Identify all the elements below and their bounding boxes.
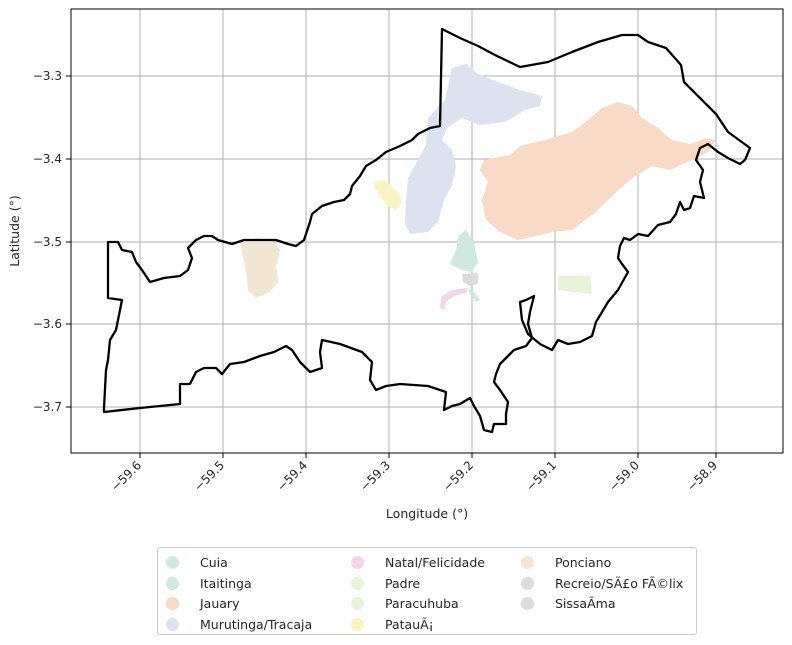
y-axis-label: Latitude (°) [7, 195, 22, 266]
area-murutinga-tracaja [405, 64, 542, 234]
x-tick-label: −59.4 [274, 458, 310, 494]
legend-swatch [521, 576, 534, 590]
area-padre [558, 276, 592, 294]
legend-label: Natal/Felicidade [385, 554, 485, 570]
area-jauary [480, 102, 716, 240]
legend-swatch [166, 618, 179, 632]
legend-label: Paracuhuba [385, 596, 459, 612]
x-tick-label: −59.6 [108, 458, 144, 494]
y-tick-label: −3.6 [33, 317, 62, 331]
legend-item: Paracuhuba [351, 594, 521, 615]
x-tick-label: −59.1 [523, 458, 559, 494]
x-axis: −59.6 −59.5 −59.4 −59.3 −59.2 −59.1 −59.… [108, 453, 720, 521]
x-tick-label: −59.3 [357, 458, 393, 494]
x-axis-label: Longitude (°) [386, 506, 468, 521]
x-tick-label: −59.0 [606, 458, 642, 494]
legend-item: Murutinga/Tracaja [166, 614, 351, 635]
legend-label: SissaÃ­ma [555, 596, 616, 612]
legend-item: Natal/Felicidade [351, 552, 521, 573]
legend-label: Jauary [200, 596, 240, 612]
legend-item: Itaitinga [166, 573, 351, 594]
legend-label: Recreio/SÃ£o FÃ©lix [555, 575, 684, 591]
legend-items: Cuia Itaitinga Jauary Murutinga/Tracaja … [166, 552, 691, 635]
area-recreio [462, 273, 478, 286]
area-pataua [374, 180, 402, 210]
y-axis: −3.3 −3.4 −3.5 −3.6 −3.7 Latitude (°) [7, 69, 71, 414]
y-tick-label: −3.7 [33, 400, 62, 414]
y-tick-label: −3.5 [33, 235, 62, 249]
legend-swatch [521, 555, 534, 569]
municipality-boundary [102, 27, 752, 434]
legend-label: Ponciano [555, 554, 612, 570]
legend-swatch [351, 597, 364, 611]
y-tick-label: −3.3 [33, 69, 62, 83]
legend-item: Padre [351, 573, 521, 594]
legend-swatch [166, 576, 179, 590]
legend-item: PatauÃ¡ [351, 614, 521, 635]
legend-swatch [166, 555, 179, 569]
x-tick-label: −58.9 [684, 458, 720, 494]
x-tick-label: −59.2 [440, 458, 476, 494]
area-itaitinga [450, 230, 478, 272]
plot-frame [70, 8, 784, 454]
legend-swatch [351, 555, 364, 569]
legend-swatch [166, 597, 179, 611]
area-cuia [468, 288, 480, 302]
area-ponciano [240, 238, 280, 298]
legend-swatch [521, 597, 534, 611]
legend: Cuia Itaitinga Jauary Murutinga/Tracaja … [157, 547, 697, 635]
y-tick-label: −3.4 [33, 152, 62, 166]
legend-swatch [351, 576, 364, 590]
legend-swatch [351, 618, 364, 632]
legend-item: Recreio/SÃ£o FÃ©lix [521, 573, 691, 594]
area-natal-felicidade [440, 288, 468, 310]
legend-label: Cuia [200, 554, 228, 570]
legend-item: Cuia [166, 552, 351, 573]
community-areas [240, 64, 716, 310]
legend-label: Padre [385, 575, 421, 591]
x-tick-label: −59.5 [191, 458, 227, 494]
legend-item: Ponciano [521, 552, 691, 573]
legend-label: PatauÃ¡ [385, 617, 434, 633]
legend-item: SissaÃ­ma [521, 594, 691, 615]
legend-label: Murutinga/Tracaja [200, 617, 313, 633]
legend-label: Itaitinga [200, 575, 252, 591]
legend-item: Jauary [166, 594, 351, 615]
